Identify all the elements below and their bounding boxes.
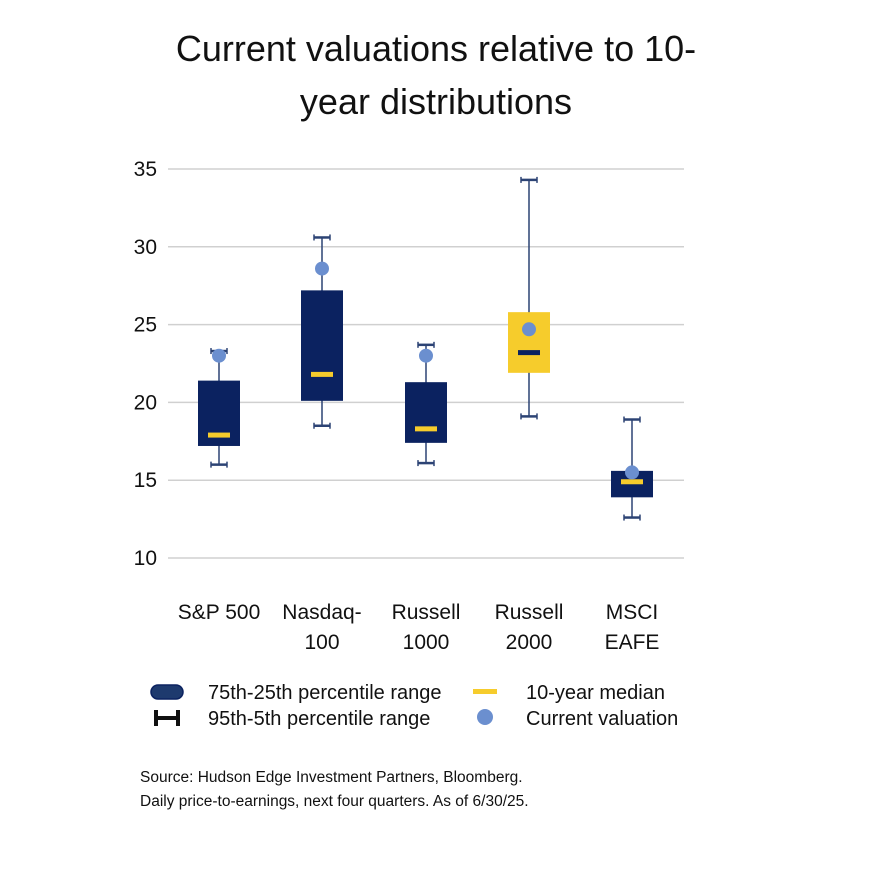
y-axis-ticks: 10 15 20 25 30 35 — [134, 158, 157, 570]
box-plot-chart: 10 15 20 25 30 35 S&P 500 Nasdaq- 100 Russell 100… — [134, 158, 684, 654]
category-label-russell1000-1: Russell — [392, 601, 461, 624]
chart-title-line-1: Current valuations relative to 10- — [175, 28, 697, 69]
category-label-russell2000-1: Russell — [495, 601, 564, 624]
box-sp500 — [198, 348, 240, 468]
median-mark-sp500 — [208, 432, 230, 438]
legend-label-box-range: 75th-25th percentile range — [208, 682, 442, 704]
current-dot-mscieafe — [625, 465, 639, 480]
box-series — [198, 176, 653, 521]
iqr-box-russell1000 — [405, 382, 447, 443]
source-line-2: Daily price-to-earnings, next four quart… — [140, 793, 529, 810]
box-russell2000 — [508, 176, 550, 420]
legend-label-current: Current valuation — [526, 708, 679, 730]
category-label-nasdaq100-1: Nasdaq- — [282, 601, 361, 624]
category-label-sp500-1: S&P 500 — [178, 601, 261, 624]
source-line-1: Source: Hudson Edge Investment Partners,… — [140, 769, 523, 786]
whisker-icon — [154, 710, 180, 726]
current-dot-russell2000 — [522, 322, 536, 337]
current-dot-icon — [477, 709, 493, 725]
category-label-russell2000-2: 2000 — [506, 631, 553, 654]
median-mark-mscieafe — [621, 479, 643, 485]
x-axis-categories: S&P 500 Nasdaq- 100 Russell 1000 Russell 2000 M… — [178, 601, 660, 654]
median-mark-russell2000 — [518, 350, 540, 356]
box-russell1000 — [405, 341, 447, 467]
legend-label-median: 10-year median — [526, 682, 665, 704]
iqr-box-nasdaq100 — [301, 290, 343, 401]
legend-label-whisker: 95th-5th percentile range — [208, 708, 431, 730]
chart-title: Current valuations relative to 10- year … — [0, 22, 872, 128]
category-label-russell1000-2: 1000 — [403, 631, 450, 654]
y-tick-label-10: 10 — [134, 547, 157, 570]
median-mark-nasdaq100 — [311, 371, 333, 377]
category-label-mscieafe-1: MSCI — [606, 601, 659, 624]
chart-title-line-2: year distributions — [299, 81, 573, 122]
source-note: Source: Hudson Edge Investment Partners,… — [140, 766, 529, 814]
category-label-mscieafe-2: EAFE — [605, 631, 660, 654]
box-mscieafe — [611, 416, 653, 521]
y-tick-label-25: 25 — [134, 314, 157, 337]
y-tick-label-20: 20 — [134, 391, 157, 414]
box-nasdaq100 — [301, 234, 343, 429]
median-mark-russell1000 — [415, 426, 437, 432]
iqr-box-russell2000 — [508, 312, 550, 373]
category-label-nasdaq100-2: 100 — [304, 631, 339, 654]
box-swatch-icon — [150, 684, 184, 700]
current-dot-russell1000 — [419, 348, 433, 363]
y-tick-label-15: 15 — [134, 469, 157, 492]
current-dot-nasdaq100 — [315, 261, 329, 276]
median-dash-icon — [473, 689, 497, 694]
y-tick-label-35: 35 — [134, 158, 157, 181]
current-dot-sp500 — [212, 348, 226, 363]
y-tick-label-30: 30 — [134, 236, 157, 259]
